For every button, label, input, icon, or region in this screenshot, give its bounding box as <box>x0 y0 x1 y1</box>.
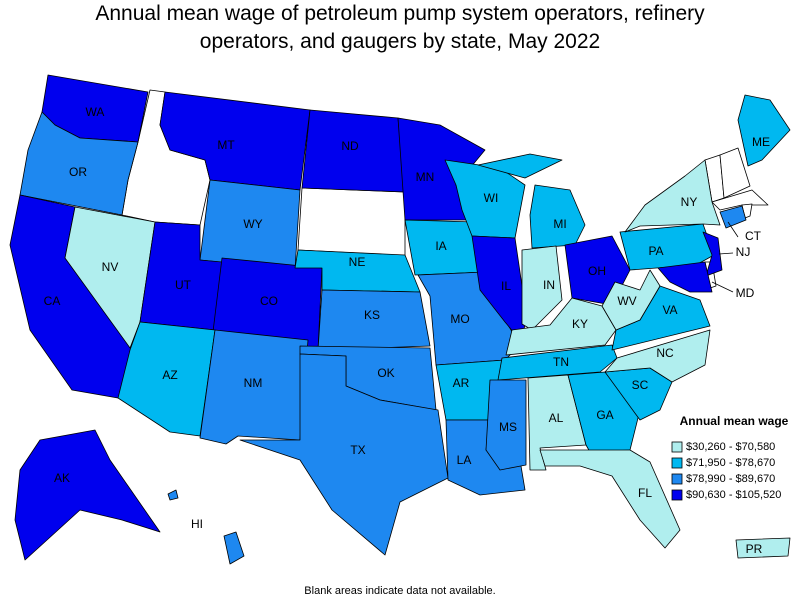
state-label: OR <box>69 165 87 179</box>
state <box>624 159 721 233</box>
state <box>317 289 431 351</box>
state <box>485 379 527 471</box>
state-blank <box>297 187 406 259</box>
legend-swatch <box>671 457 683 469</box>
state <box>521 245 563 331</box>
state-blank <box>711 189 769 211</box>
state-label: MI <box>553 217 566 231</box>
state-label: AK <box>54 471 70 485</box>
state-label: MN <box>416 170 435 184</box>
state-label: WY <box>243 217 262 231</box>
state-label: PR <box>746 542 763 556</box>
state-label: WV <box>617 294 636 308</box>
legend-label: $71,950 - $78,670 <box>686 457 775 469</box>
state-label: OK <box>377 366 394 380</box>
state-label: ME <box>752 135 770 149</box>
state <box>539 449 681 549</box>
state-label: HI <box>191 517 203 531</box>
footnote: Blank areas indicate data not available. <box>304 585 495 597</box>
legend-swatch <box>671 441 683 453</box>
state-label: MO <box>450 312 469 326</box>
state-label: VA <box>662 303 677 317</box>
legend-title: Annual mean wage <box>680 414 789 428</box>
state-label: WA <box>86 105 105 119</box>
state-label: TX <box>350 443 365 457</box>
state <box>14 429 161 561</box>
state-label: NC <box>656 346 674 360</box>
state-label: KS <box>364 308 380 322</box>
state-label: CT <box>745 229 762 243</box>
state-label: GA <box>596 408 613 422</box>
state-label: NY <box>681 195 698 209</box>
state <box>601 269 661 331</box>
legend-label: $90,630 - $105,520 <box>686 489 781 501</box>
state-label: IA <box>435 239 446 253</box>
state-label: IN <box>543 278 555 292</box>
legend-label: $30,260 - $70,580 <box>686 441 775 453</box>
title-line: Annual mean wage of petroleum pump syste… <box>95 2 705 25</box>
state-label: LA <box>457 453 472 467</box>
state <box>239 353 449 556</box>
state <box>199 329 309 445</box>
legend: Annual mean wage $30,260 - $70,580 $71,95… <box>671 414 789 501</box>
state <box>604 329 711 383</box>
state-label: MD <box>736 286 755 300</box>
state-label: AL <box>549 411 564 425</box>
legend-swatch <box>671 489 683 501</box>
state <box>735 537 791 559</box>
states <box>9 74 791 565</box>
state <box>477 153 563 179</box>
state-blank <box>719 147 751 199</box>
state-label: WI <box>484 191 499 205</box>
state <box>167 489 179 501</box>
state-label: KY <box>572 317 588 331</box>
state <box>497 344 618 381</box>
state-label: NM <box>244 376 263 390</box>
state <box>719 205 747 229</box>
state-label: CA <box>44 294 61 308</box>
state-label: CO <box>260 294 278 308</box>
state-label: IL <box>501 279 511 293</box>
legend-label: $78,990 - $89,670 <box>686 473 775 485</box>
state <box>702 231 723 277</box>
state-label: AZ <box>162 368 177 382</box>
state-label: ND <box>341 139 359 153</box>
state-label: TN <box>553 355 569 369</box>
state-label: AR <box>453 376 470 390</box>
state <box>223 531 245 565</box>
state <box>737 94 791 167</box>
state-label: SC <box>632 378 649 392</box>
state-label: UT <box>175 278 192 292</box>
title-line: operators, and gaugers by state, May 202… <box>200 30 600 53</box>
state <box>657 261 713 293</box>
state-label: PA <box>648 244 663 258</box>
state-label: MT <box>217 138 235 152</box>
state <box>619 223 715 271</box>
state-label: NE <box>349 255 366 269</box>
leader-lines <box>711 221 739 293</box>
state-label: MS <box>499 420 517 434</box>
state-label: OH <box>588 264 606 278</box>
state-label: FL <box>638 486 652 500</box>
state <box>19 111 139 216</box>
state-label: NV <box>102 260 119 274</box>
legend-swatch <box>671 473 683 485</box>
state-labels: WA OR CA NV MT WY UT CO AZ NM ND NE KS O… <box>44 105 770 556</box>
state-label: NJ <box>736 245 751 259</box>
